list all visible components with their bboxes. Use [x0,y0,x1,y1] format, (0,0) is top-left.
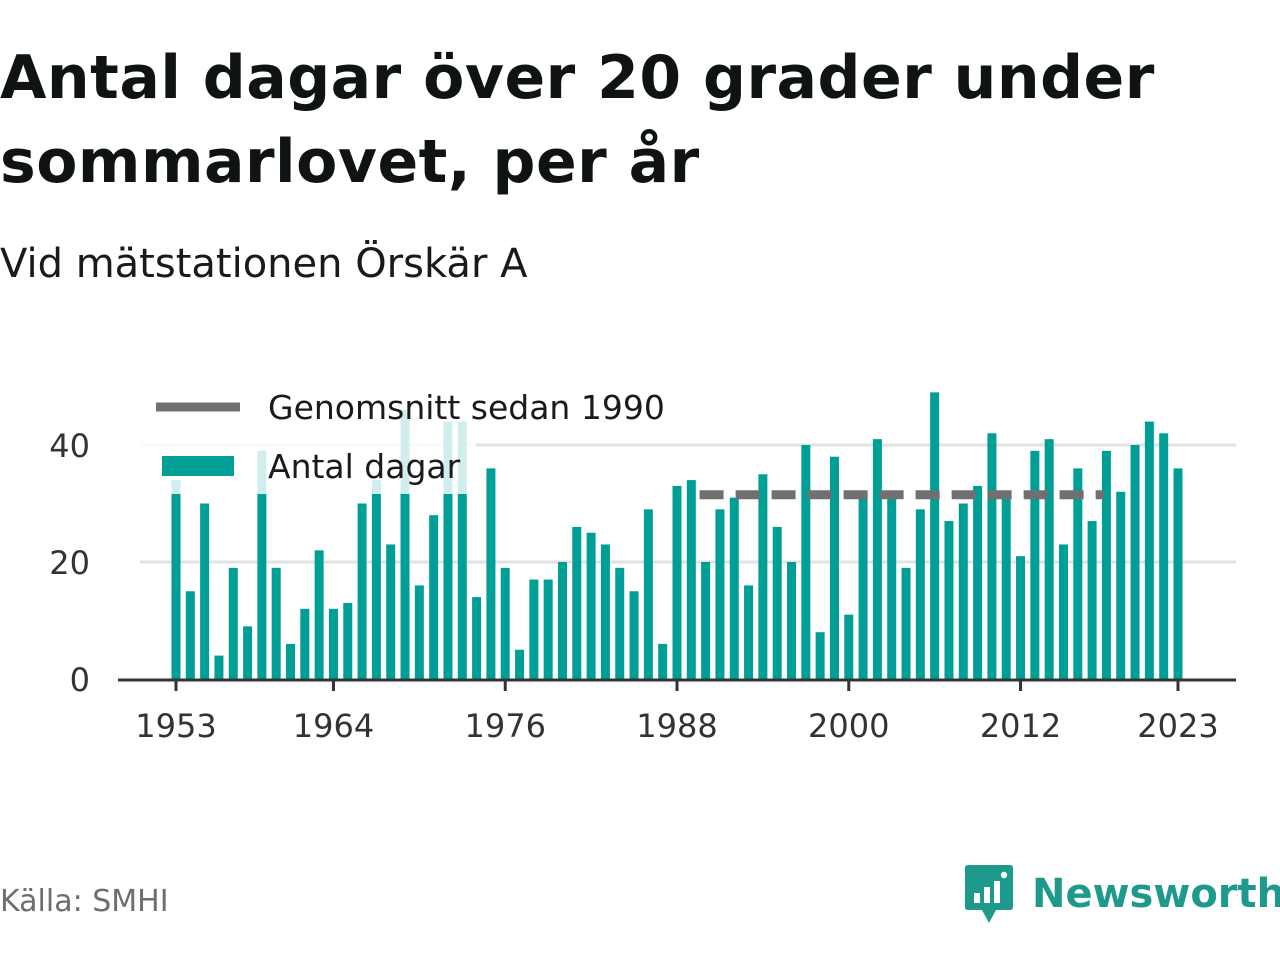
bar-1970 [414,585,424,679]
y-axis-ticks: 0 20 40 [49,427,90,699]
bar-1997 [801,445,811,679]
y-tick-label: 0 [70,661,90,699]
bar-1978 [529,579,539,679]
bar-2017 [1087,521,1097,679]
legend: Genomsnitt sedan 1990 Antal dagar [138,380,665,494]
bars [171,392,1183,679]
x-tick-label: 1964 [293,707,374,745]
bar-2005 [915,509,925,679]
x-tick-label: 1953 [135,707,216,745]
legend-bars-swatch [162,456,234,476]
bar-1969 [400,409,410,679]
bar-1996 [787,562,797,679]
bar-2019 [1116,491,1126,679]
bar-2002 [872,439,882,679]
bar-2016 [1073,468,1083,679]
chart-title: Antal dagar över 20 grader under sommarl… [0,43,1155,197]
bar-1979 [543,579,553,679]
bar-1967 [371,480,381,679]
bar-1985 [629,591,639,679]
bar-2022 [1159,433,1169,679]
bar-2001 [858,491,868,679]
bar-1965 [343,602,353,679]
x-tick-label: 1976 [465,707,546,745]
bar-chart-speech-icon [965,865,1013,923]
bar-2020 [1130,445,1140,679]
bar-1962 [300,608,310,679]
bar-2014 [1044,439,1054,679]
legend-bars-label: Antal dagar [268,447,461,486]
bar-1958 [243,626,253,679]
bar-2012 [1016,556,1026,679]
bar-1994 [758,474,768,679]
bar-1977 [515,649,525,679]
bar-1968 [386,544,396,679]
bar-1992 [729,497,739,679]
bar-1956 [214,655,224,679]
bar-2011 [1001,497,1011,679]
y-tick-label: 40 [49,427,90,465]
x-axis-ticks: 1953 1964 1976 1988 2000 2012 2023 [135,679,1219,745]
bar-1960 [271,567,281,679]
bar-1955 [200,503,210,679]
chart-subtitle: Vid mätstationen Örskär A [0,241,528,287]
bar-1966 [357,503,367,679]
bar-1981 [572,526,582,679]
y-tick-label: 20 [49,544,90,582]
bar-1953 [171,480,181,679]
x-tick-label: 2000 [808,707,889,745]
brand-name: Newsworthy [1032,871,1280,917]
bar-1986 [643,509,653,679]
bar-2009 [973,485,983,679]
bar-1998 [815,632,825,679]
bar-1983 [600,544,610,679]
bar-1963 [314,550,324,679]
bar-2013 [1030,450,1040,679]
bar-2018 [1101,450,1111,679]
bar-1976 [500,567,510,679]
bar-1964 [328,608,338,679]
bar-2006 [930,392,940,679]
bar-1961 [286,643,296,679]
bar-1995 [772,526,782,679]
bar-1954 [185,591,195,679]
bar-2015 [1058,544,1068,679]
legend-average-label: Genomsnitt sedan 1990 [268,388,665,427]
bar-1984 [615,567,625,679]
bar-2008 [958,503,968,679]
bar-1980 [557,562,567,679]
bar-1973 [457,421,467,679]
bar-2021 [1144,421,1154,679]
bar-2023 [1173,468,1183,679]
bar-2007 [944,521,954,679]
source-note: Källa: SMHI [0,884,169,919]
bar-1982 [586,532,596,679]
bar-1974 [472,597,482,679]
bar-1988 [672,485,682,679]
bar-2010 [987,433,997,679]
x-tick-label: 1988 [636,707,717,745]
bar-1972 [443,421,453,679]
bar-1993 [744,585,754,679]
bar-1971 [429,515,439,679]
bar-chart: 0 20 40 1953 1964 1976 1988 2000 2012 2023 Genom… [49,380,1236,745]
bar-1999 [829,456,839,679]
bar-1991 [715,509,725,679]
bar-1957 [228,567,238,679]
bar-2003 [887,491,897,679]
bar-1990 [701,562,711,679]
bar-1975 [486,468,496,679]
x-tick-label: 2023 [1137,707,1218,745]
bar-2004 [901,567,911,679]
bar-1959 [257,450,267,679]
x-tick-label: 2012 [980,707,1061,745]
bar-2000 [844,614,854,679]
bar-1989 [686,480,696,679]
brand-logo: Newsworthy [964,862,1280,926]
bar-1987 [658,643,668,679]
